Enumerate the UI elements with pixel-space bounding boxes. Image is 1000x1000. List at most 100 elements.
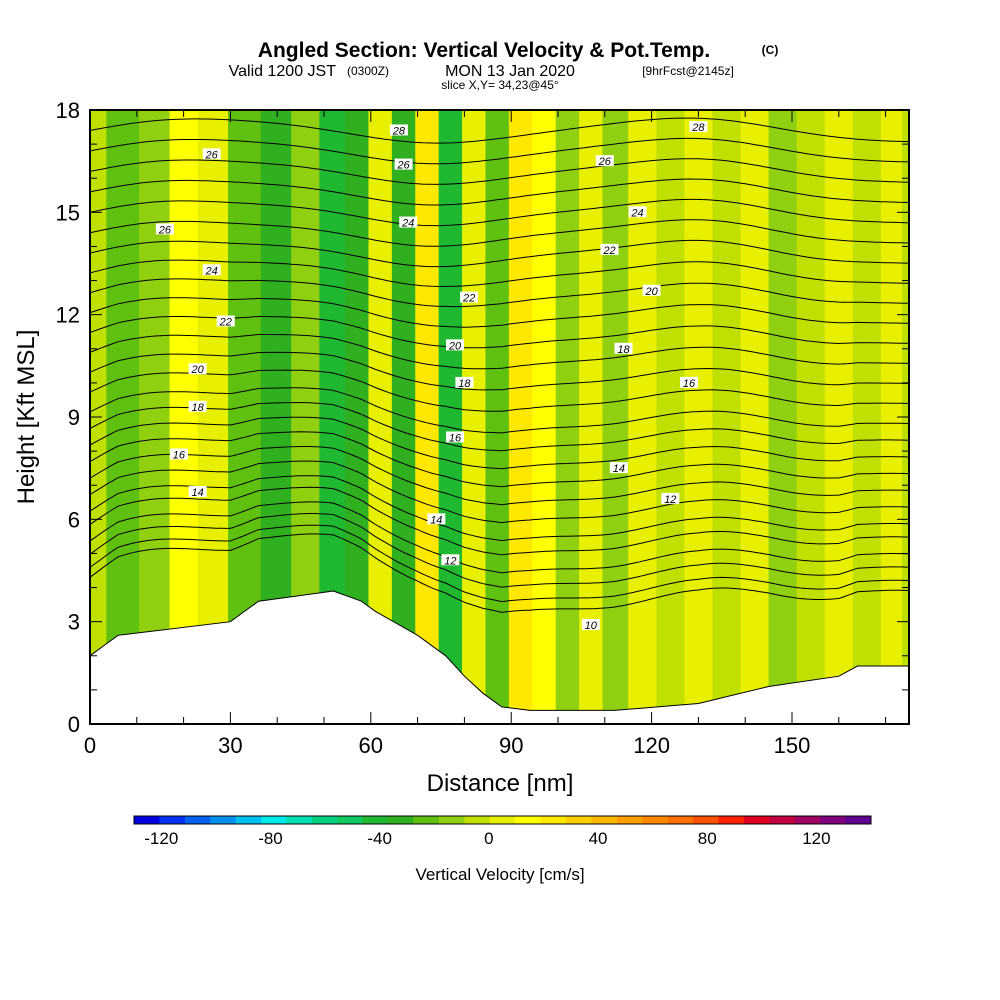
contour-label: 22	[460, 291, 479, 305]
contour-label-bg	[399, 216, 418, 228]
contour-label-text: 22	[462, 293, 475, 305]
contour-label-text: 12	[444, 555, 456, 567]
contour-label-bg	[614, 342, 633, 354]
contour-label: 12	[661, 492, 680, 506]
contour-label: 20	[446, 339, 465, 352]
contour-label-text: 24	[630, 207, 643, 219]
velocity-band	[656, 110, 685, 724]
isentrope-line	[90, 334, 909, 370]
isentrope-line	[90, 387, 909, 434]
x-tick-label: 90	[499, 733, 523, 758]
contour-label-text: 26	[205, 149, 219, 161]
contour-labels: 28 28 26 26 26 26 24 24 24 22 22 20 22 20 18 20 18 16 18 16…	[155, 121, 708, 632]
contour-label-text: 24	[205, 265, 218, 277]
chart-title: Angled Section: Vertical Velocity & Pot.…	[258, 39, 710, 62]
isentrope-line	[90, 259, 909, 288]
contour-label-bg	[446, 431, 465, 443]
isentrope-line	[90, 351, 909, 391]
velocity-band	[197, 110, 229, 724]
velocity-band	[852, 110, 882, 724]
isentrope-line	[90, 178, 909, 206]
terrain	[90, 590, 909, 724]
velocity-band	[555, 110, 580, 724]
contour-label-bg	[689, 121, 708, 133]
x-tick-label: 150	[774, 733, 811, 758]
contour-label-text: 24	[401, 218, 414, 230]
colorbar-swatch	[845, 816, 872, 824]
isentrope-line	[90, 524, 909, 603]
contour-label: 18	[614, 342, 633, 356]
contour-label: 12	[441, 554, 460, 567]
contour-label-bg	[441, 554, 460, 566]
x-tick-label: 60	[359, 733, 383, 758]
contour-label-bg	[600, 243, 619, 255]
contour-label: 18	[188, 400, 207, 414]
contour-label-text: 10	[585, 620, 598, 632]
contour-label-text: 16	[683, 378, 696, 390]
y-tick-label: 3	[68, 610, 80, 635]
colorbar-swatch	[540, 816, 567, 824]
velocity-band	[169, 110, 199, 724]
contour-label: 24	[628, 206, 647, 219]
contour-label: 26	[155, 223, 174, 236]
velocity-band	[824, 110, 854, 724]
contour-label-text: 14	[192, 487, 204, 499]
colorbar-title: Vertical Velocity [cm/s]	[415, 865, 584, 884]
colorbar-swatch	[464, 816, 491, 824]
valid-prefix: Valid 1200 JST	[229, 63, 337, 80]
colorbar-tick-label: 120	[802, 829, 830, 848]
contour-label-text: 26	[396, 160, 410, 172]
colorbar-swatch	[566, 816, 592, 824]
contour-label: 24	[202, 264, 221, 277]
isentrope-line	[90, 369, 909, 412]
contour-label-text: 18	[617, 344, 630, 356]
velocity-band	[345, 110, 369, 724]
contour-label: 14	[427, 513, 446, 526]
isentrope-line	[90, 501, 909, 574]
isentrope-line	[90, 460, 909, 524]
colorbar: -120 -80 -40 0 40 80 120	[133, 815, 872, 848]
colorbar-swatch	[311, 816, 338, 824]
colorbar-swatch	[362, 816, 389, 824]
contour-label-bg	[446, 339, 465, 351]
velocity-band	[508, 110, 533, 724]
colorbar-swatch	[184, 816, 211, 824]
isentrope-line	[90, 401, 909, 452]
colorbar-swatch	[337, 816, 364, 824]
contour-label: 16	[680, 376, 699, 390]
contour-label: 16	[169, 448, 188, 462]
colorbar-swatch	[489, 816, 516, 824]
colorbar-swatch	[718, 816, 745, 824]
isentrope-line	[90, 278, 909, 308]
colorbar-swatch	[438, 816, 465, 824]
isentrope-line	[90, 137, 909, 165]
contour-label: 22	[216, 315, 235, 328]
contour-label-bg	[427, 513, 446, 525]
x-tick-label: 120	[633, 733, 670, 758]
colorbar-tick-label: 80	[698, 829, 717, 848]
contour-label-text: 14	[613, 463, 625, 475]
contour-label-text: 20	[191, 364, 205, 376]
x-axis: 0 30 60 90 120 150	[84, 110, 887, 758]
contour-label: 28	[689, 121, 708, 134]
colorbar-tick-label: -80	[258, 829, 283, 848]
isentrope-line	[90, 219, 909, 247]
velocity-band	[139, 110, 171, 724]
contour-label-bg	[609, 462, 628, 474]
contour-label: 14	[609, 462, 628, 475]
contour-label-bg	[394, 158, 413, 170]
contour-label: 26	[595, 155, 614, 168]
colorbar-tick-label: -120	[144, 829, 178, 848]
isentrope-line	[90, 239, 909, 268]
contour-label-text: 12	[664, 494, 676, 506]
contour-label-text: 28	[392, 125, 406, 137]
y-tick-label: 18	[56, 98, 80, 123]
colorbar-swatch	[159, 816, 186, 824]
velocity-field	[90, 110, 909, 724]
isentrope-line	[90, 297, 909, 328]
y-axis-title: Height [Kft MSL]	[13, 330, 40, 505]
contour-label-text: 26	[598, 156, 612, 168]
isentrope-line	[90, 446, 909, 506]
isentrope-line	[90, 416, 909, 470]
colorbar-swatch	[261, 816, 287, 824]
